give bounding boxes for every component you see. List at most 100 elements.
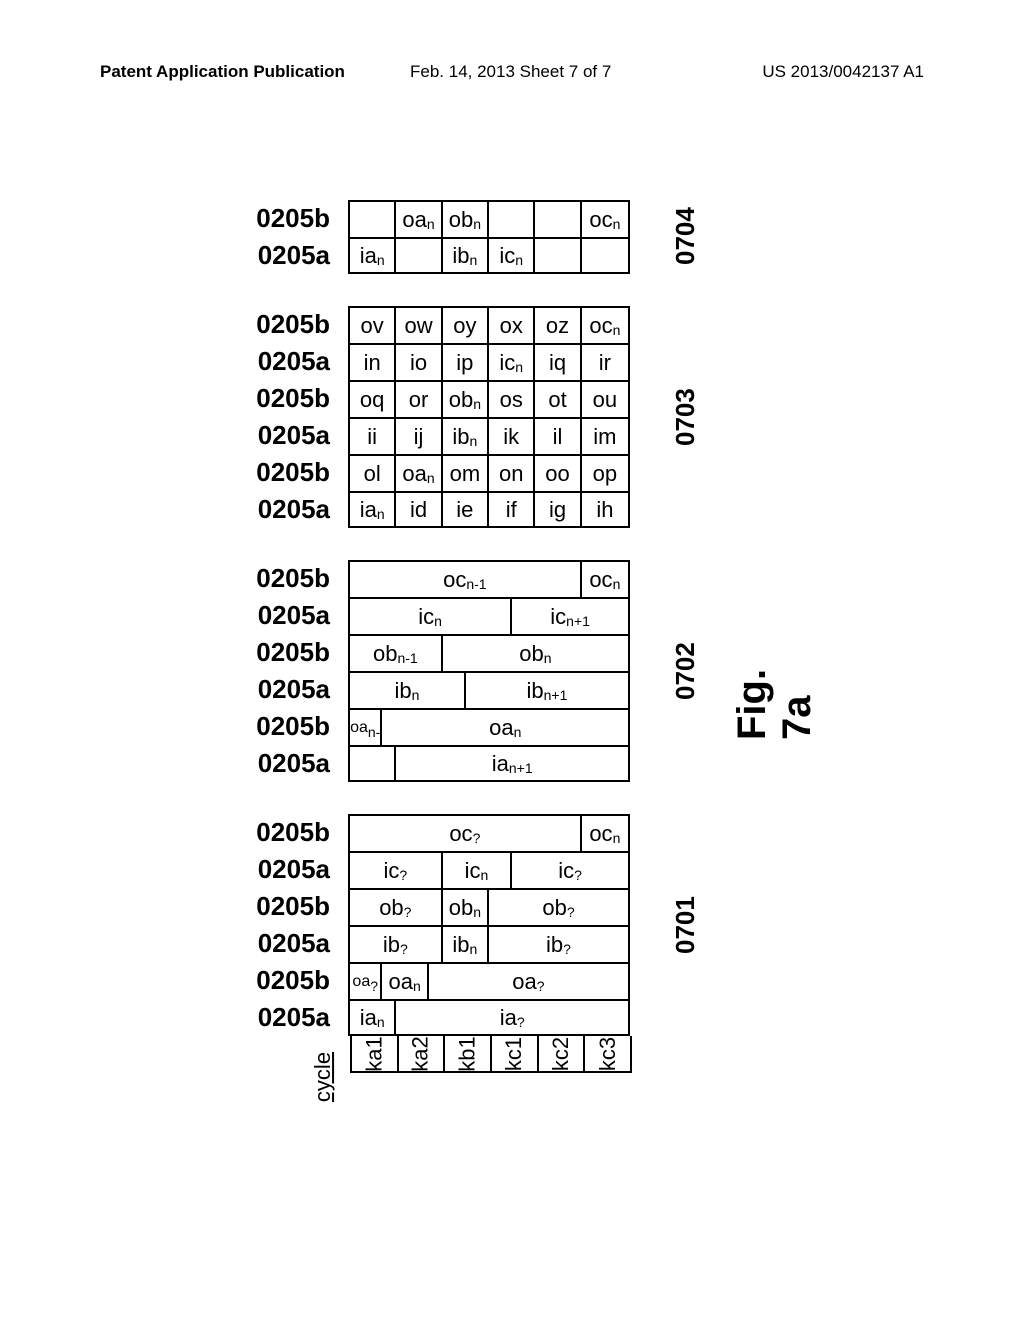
- cell: oan-: [350, 710, 382, 745]
- block-0704: 0205boanobnocn0205aianibnicn0704: [220, 200, 820, 274]
- row-label: 0205a: [220, 854, 348, 885]
- cell: ocn: [582, 562, 628, 597]
- cell: ox: [489, 308, 535, 343]
- cell: obn: [443, 382, 489, 417]
- cell: ian+1: [396, 747, 628, 780]
- row-label: 0205b: [220, 965, 348, 996]
- row-label: 0205b: [220, 817, 348, 848]
- cells: ocn-1ocn: [348, 560, 630, 597]
- cycle-label: cycle: [310, 1052, 336, 1102]
- table-row: 0205boc?ocn: [220, 814, 820, 851]
- table-row: 0205bob?obnob?: [220, 888, 820, 925]
- figure-7a: 0205boanobnocn0205aianibnicn0704 0205bov…: [220, 200, 820, 1073]
- cells: oa?oanoa?: [348, 962, 630, 999]
- block-side-label: 0702: [670, 642, 701, 700]
- table-row: 0205boqorobnosotou: [220, 380, 820, 417]
- block-side-label: 0703: [670, 388, 701, 446]
- table-row: 0205aianidieifigih: [220, 491, 820, 528]
- table-row: 0205boanobnocn: [220, 200, 820, 237]
- cell: oan: [382, 710, 628, 745]
- table-row: 0205boa?oanoa?: [220, 962, 820, 999]
- cell: icn: [489, 239, 535, 272]
- cell: [396, 239, 442, 272]
- table-row: 0205aicnicn+1: [220, 597, 820, 634]
- cell: id: [396, 493, 442, 526]
- cell: ibn: [443, 927, 489, 962]
- cycle-cell: kc1: [492, 1036, 539, 1071]
- cell: ir: [582, 345, 628, 380]
- cell: ib?: [489, 927, 628, 962]
- figure-caption: Fig. 7a: [730, 650, 820, 740]
- cell: ibn: [443, 239, 489, 272]
- block-side-label: 0701: [670, 896, 701, 954]
- cell: ian: [350, 493, 396, 526]
- block-0701: 0205boc?ocn0205aic?icnic?0205bob?obnob?0…: [220, 814, 820, 1036]
- cycle-cell: kc3: [585, 1036, 630, 1071]
- table-row: 0205bocn-1ocn: [220, 560, 820, 597]
- cycle-columns: ka1ka2kb1kc1kc2kc3: [350, 1036, 632, 1073]
- cell: oy: [443, 308, 489, 343]
- row-label: 0205a: [220, 674, 348, 705]
- table-row: 0205aian ibnicn: [220, 237, 820, 274]
- cell: oan: [396, 202, 442, 237]
- cell: oo: [535, 456, 581, 491]
- row-label: 0205a: [220, 600, 348, 631]
- cell: ie: [443, 493, 489, 526]
- header-center: Feb. 14, 2013 Sheet 7 of 7: [410, 62, 611, 82]
- cells: ob?obnob?: [348, 888, 630, 925]
- cell: ou: [582, 382, 628, 417]
- cell: op: [582, 456, 628, 491]
- cells: iania?: [348, 999, 630, 1036]
- row-label: 0205a: [220, 240, 348, 271]
- cell: ob?: [350, 890, 443, 925]
- cell: ic?: [512, 853, 628, 888]
- cell: oa?: [350, 964, 382, 999]
- cells: ic?icnic?: [348, 851, 630, 888]
- table-row: 0205aic?icnic?: [220, 851, 820, 888]
- row-label: 0205b: [220, 563, 348, 594]
- cell: ocn: [582, 202, 628, 237]
- block-0703: 0205bovowoyoxozocn0205ainioipicniqir0205…: [220, 306, 820, 528]
- cell: im: [582, 419, 628, 454]
- cell: ij: [396, 419, 442, 454]
- cell: [535, 202, 581, 237]
- cells: ib?ibnib?: [348, 925, 630, 962]
- cell: ip: [443, 345, 489, 380]
- cell: ocn: [582, 308, 628, 343]
- cell: io: [396, 345, 442, 380]
- table-row: 0205bovowoyoxozocn: [220, 306, 820, 343]
- cell: icn+1: [512, 599, 628, 634]
- cell: oa?: [429, 964, 628, 999]
- cell: if: [489, 493, 535, 526]
- cell: ov: [350, 308, 396, 343]
- cell: om: [443, 456, 489, 491]
- cell: ik: [489, 419, 535, 454]
- cell: [350, 202, 396, 237]
- cell: [582, 239, 628, 272]
- cells: icnicn+1: [348, 597, 630, 634]
- row-label: 0205b: [220, 457, 348, 488]
- row-label: 0205b: [220, 309, 348, 340]
- cell: ob?: [489, 890, 628, 925]
- table-row: 0205aib?ibnib?: [220, 925, 820, 962]
- cells: ianidieifigih: [348, 491, 630, 528]
- cycle-cell: ka2: [399, 1036, 446, 1071]
- cell: ig: [535, 493, 581, 526]
- cells: oan-oan: [348, 708, 630, 745]
- cell: ia?: [396, 1001, 628, 1034]
- cell: ii: [350, 419, 396, 454]
- cell: obn: [443, 202, 489, 237]
- cell: ocn-1: [350, 562, 582, 597]
- cell: ian: [350, 239, 396, 272]
- row-label: 0205a: [220, 346, 348, 377]
- cell: oc?: [350, 816, 582, 851]
- cells: ibnibn+1: [348, 671, 630, 708]
- cell: il: [535, 419, 581, 454]
- cell: in: [350, 345, 396, 380]
- cycle-cell: kc2: [539, 1036, 586, 1071]
- cells: ovowoyoxozocn: [348, 306, 630, 343]
- row-label: 0205a: [220, 1002, 348, 1033]
- cell: ocn: [582, 816, 628, 851]
- cells: oanobn ocn: [348, 200, 630, 237]
- cell: ot: [535, 382, 581, 417]
